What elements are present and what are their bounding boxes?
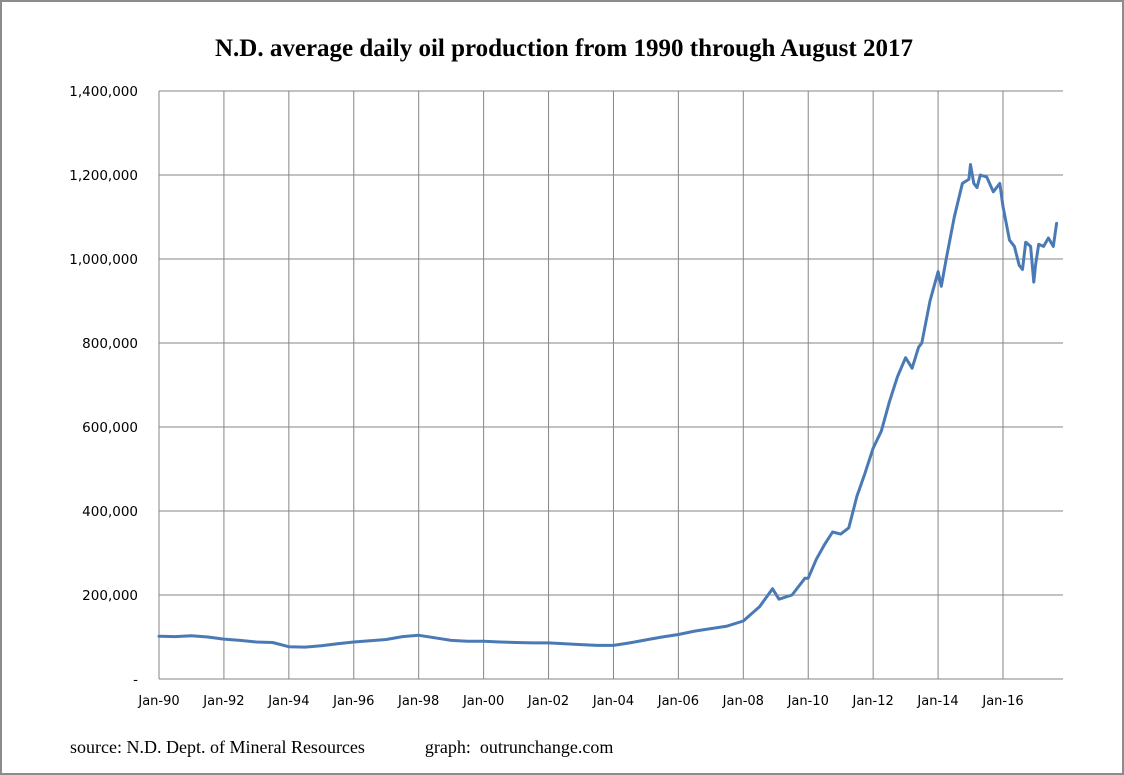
x-tick-label: Jan-04 [592,694,634,709]
footer: source: N.D. Dept. of Mineral Resources g… [70,737,613,758]
grid [158,90,1063,680]
x-tick-label: Jan-08 [722,694,764,709]
source-credit: source: N.D. Dept. of Mineral Resources [70,737,365,757]
series-lines [157,163,1059,649]
x-tick-label: Jan-94 [267,694,309,709]
x-tick-label: Jan-06 [657,694,699,709]
y-tick-label: 1,400,000 [69,84,138,100]
x-tick-label: Jan-96 [332,694,374,709]
y-tick-label: 1,200,000 [69,168,138,184]
y-tick-label: 200,000 [82,588,138,604]
chart-title: N.D. average daily oil production from 1… [215,35,913,62]
graph-credit: graph: outrunchange.com [424,737,614,757]
x-tick-label: Jan-00 [462,694,504,709]
series-line [157,163,1059,649]
x-axis-ticks: Jan-90 Jan-92 Jan-94 Jan-96 Jan-98 Jan-00 Jan-… [137,694,1023,709]
y-tick-label: 1,000,000 [69,252,138,268]
x-tick-label: Jan-14 [916,694,958,709]
x-tick-label: Jan-02 [527,694,569,709]
x-tick-label: Jan-90 [137,694,179,709]
x-tick-label: Jan-12 [852,694,894,709]
y-tick-label: - [133,672,138,688]
y-tick-label: 600,000 [82,420,138,436]
x-tick-label: Jan-10 [787,694,829,709]
x-tick-label: Jan-92 [202,694,244,709]
y-tick-label: 400,000 [82,504,138,520]
x-tick-label: Jan-16 [981,694,1023,709]
y-tick-label: 800,000 [82,336,138,352]
y-axis-ticks: - 200,000 400,000 600,000 800,000 1,000,000 1,… [69,84,138,688]
x-tick-label: Jan-98 [397,694,439,709]
